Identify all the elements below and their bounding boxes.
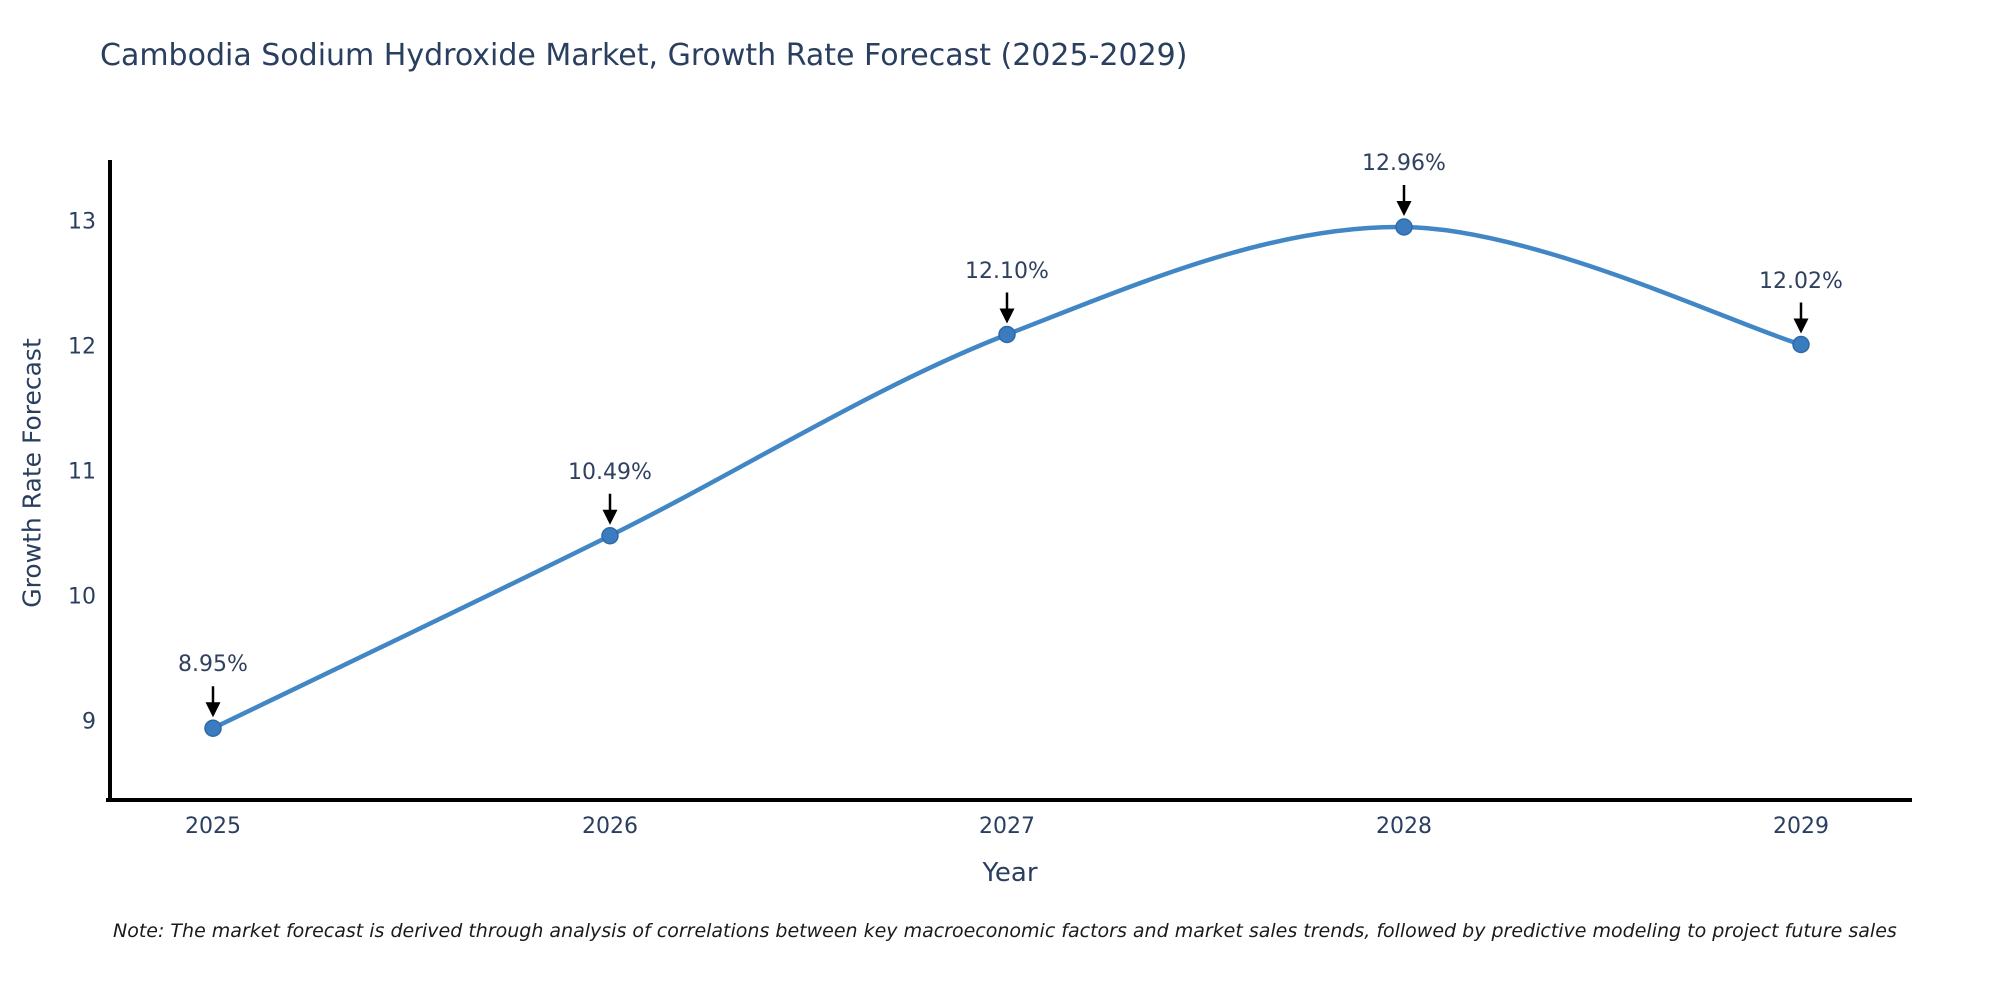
annotation-arrow-head [999, 308, 1015, 324]
data-point-marker[interactable] [601, 527, 619, 545]
x-tick-label: 2027 [979, 814, 1035, 839]
y-tick-label: 10 [68, 584, 96, 610]
data-point-value-label: 12.10% [965, 258, 1049, 284]
y-tick-label: 13 [68, 209, 96, 235]
chart-title: Cambodia Sodium Hydroxide Market, Growth… [100, 38, 1188, 73]
x-tick-label: 2025 [185, 814, 241, 839]
data-point-marker[interactable] [1395, 218, 1413, 236]
y-tick-label: 12 [68, 334, 96, 360]
x-axis-title: Year [982, 858, 1038, 888]
annotation-arrow-head [1396, 201, 1412, 216]
footnote: Note: The market forecast is derived thr… [113, 920, 1897, 942]
data-point-marker[interactable] [998, 325, 1016, 344]
annotation-arrow-head [602, 509, 618, 525]
data-point-marker[interactable] [1792, 335, 1810, 354]
x-tick-label: 2029 [1773, 814, 1829, 839]
x-tick-label: 2026 [582, 814, 638, 839]
y-tick-label: 11 [68, 459, 96, 485]
data-point-value-label: 12.96% [1362, 151, 1446, 176]
data-point-value-label: 10.49% [568, 459, 652, 485]
annotation-arrow-head [1793, 318, 1809, 334]
data-point-marker[interactable] [204, 719, 222, 737]
data-point-value-label: 8.95% [178, 652, 248, 678]
x-tick-label: 2028 [1376, 814, 1432, 839]
annotation-arrow-head [205, 702, 221, 718]
y-tick-label: 9 [82, 709, 96, 735]
data-point-value-label: 12.02% [1759, 268, 1843, 294]
